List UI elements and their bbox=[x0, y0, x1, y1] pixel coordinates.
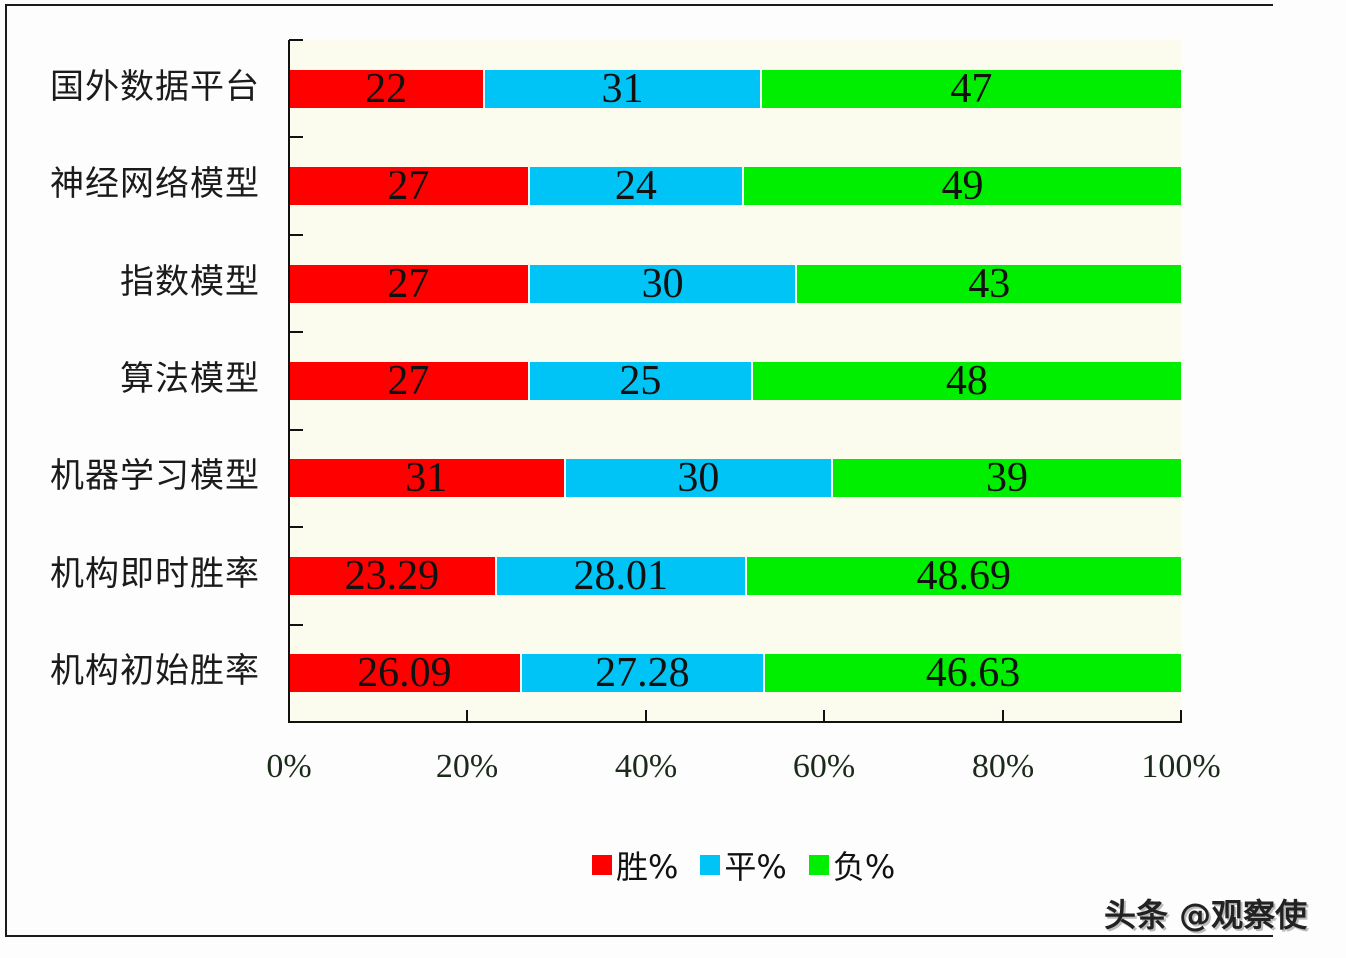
y-tick bbox=[289, 136, 303, 138]
bar-segment: 24 bbox=[529, 167, 744, 205]
y-tick bbox=[289, 526, 303, 528]
category-label: 机器学习模型 bbox=[50, 456, 260, 496]
legend-label-draw: 平% bbox=[724, 848, 787, 886]
x-tick-label: 40% bbox=[614, 748, 678, 785]
y-axis-line bbox=[288, 40, 290, 723]
bar-segment: 27 bbox=[289, 265, 530, 303]
bar-row: 27 25 48 bbox=[289, 362, 1181, 400]
legend-swatch-win bbox=[592, 855, 612, 875]
bar-segment: 31 bbox=[289, 459, 566, 497]
category-label: 算法模型 bbox=[120, 359, 260, 399]
y-tick bbox=[289, 429, 303, 431]
chart-frame bbox=[5, 4, 1273, 937]
x-tick-label: 0% bbox=[266, 748, 312, 785]
bar-segment: 22 bbox=[289, 70, 486, 108]
legend-label-win: 胜% bbox=[616, 848, 679, 886]
bar-segment: 26.09 bbox=[289, 654, 522, 692]
bar-row: 26.09 27.28 46.63 bbox=[289, 654, 1181, 692]
category-label: 指数模型 bbox=[120, 262, 260, 302]
bar-segment: 28.01 bbox=[496, 557, 747, 595]
x-tick-label: 60% bbox=[792, 748, 856, 785]
x-tick-label: 20% bbox=[435, 748, 499, 785]
bar-segment: 46.63 bbox=[765, 654, 1181, 692]
bar-segment: 30 bbox=[529, 265, 798, 303]
x-axis-line bbox=[288, 721, 1182, 723]
category-label: 机构初始胜率 bbox=[50, 651, 260, 691]
bar-segment: 48.69 bbox=[746, 557, 1181, 595]
bar-segment: 49 bbox=[743, 167, 1181, 205]
x-tick bbox=[466, 710, 468, 722]
bar-segment: 31 bbox=[485, 70, 762, 108]
bar-segment: 27.28 bbox=[521, 654, 766, 692]
x-tick bbox=[1180, 710, 1182, 722]
x-tick bbox=[1002, 710, 1004, 722]
x-tick-label: 100% bbox=[1141, 748, 1221, 785]
bar-row: 27 24 49 bbox=[289, 167, 1181, 205]
category-label: 神经网络模型 bbox=[50, 164, 260, 204]
bar-segment: 48 bbox=[752, 362, 1181, 400]
legend-swatch-draw bbox=[700, 855, 721, 875]
y-tick bbox=[289, 39, 303, 41]
bar-segment: 27 bbox=[289, 167, 530, 205]
bar-segment: 30 bbox=[565, 459, 834, 497]
bar-row: 31 30 39 bbox=[289, 459, 1181, 497]
y-tick bbox=[289, 331, 303, 333]
legend-item-win: 胜% bbox=[592, 842, 678, 888]
legend-item-loss: 负% bbox=[808, 842, 896, 888]
legend: 胜% 平% 负% bbox=[592, 843, 895, 887]
bar-row: 22 31 47 bbox=[289, 70, 1181, 108]
y-tick bbox=[289, 234, 303, 236]
bar-segment: 25 bbox=[529, 362, 753, 400]
bar-row: 27 30 43 bbox=[289, 265, 1181, 303]
category-label: 机构即时胜率 bbox=[50, 554, 260, 594]
category-label: 国外数据平台 bbox=[50, 67, 260, 107]
x-tick bbox=[645, 710, 647, 722]
x-tick-label: 80% bbox=[971, 748, 1035, 785]
legend-item-draw: 平% bbox=[700, 842, 787, 888]
bar-segment: 27 bbox=[289, 362, 530, 400]
legend-label-loss: 负% bbox=[832, 848, 896, 886]
y-tick bbox=[289, 624, 303, 626]
x-tick bbox=[823, 710, 825, 722]
bar-segment: 23.29 bbox=[289, 557, 497, 595]
watermark: 头条 @观察使 bbox=[1104, 896, 1308, 934]
bar-segment: 43 bbox=[797, 265, 1181, 303]
bar-segment: 39 bbox=[833, 459, 1181, 497]
bar-segment: 47 bbox=[761, 70, 1181, 108]
legend-swatch-loss bbox=[808, 855, 829, 875]
bar-row: 23.29 28.01 48.69 bbox=[289, 557, 1181, 595]
